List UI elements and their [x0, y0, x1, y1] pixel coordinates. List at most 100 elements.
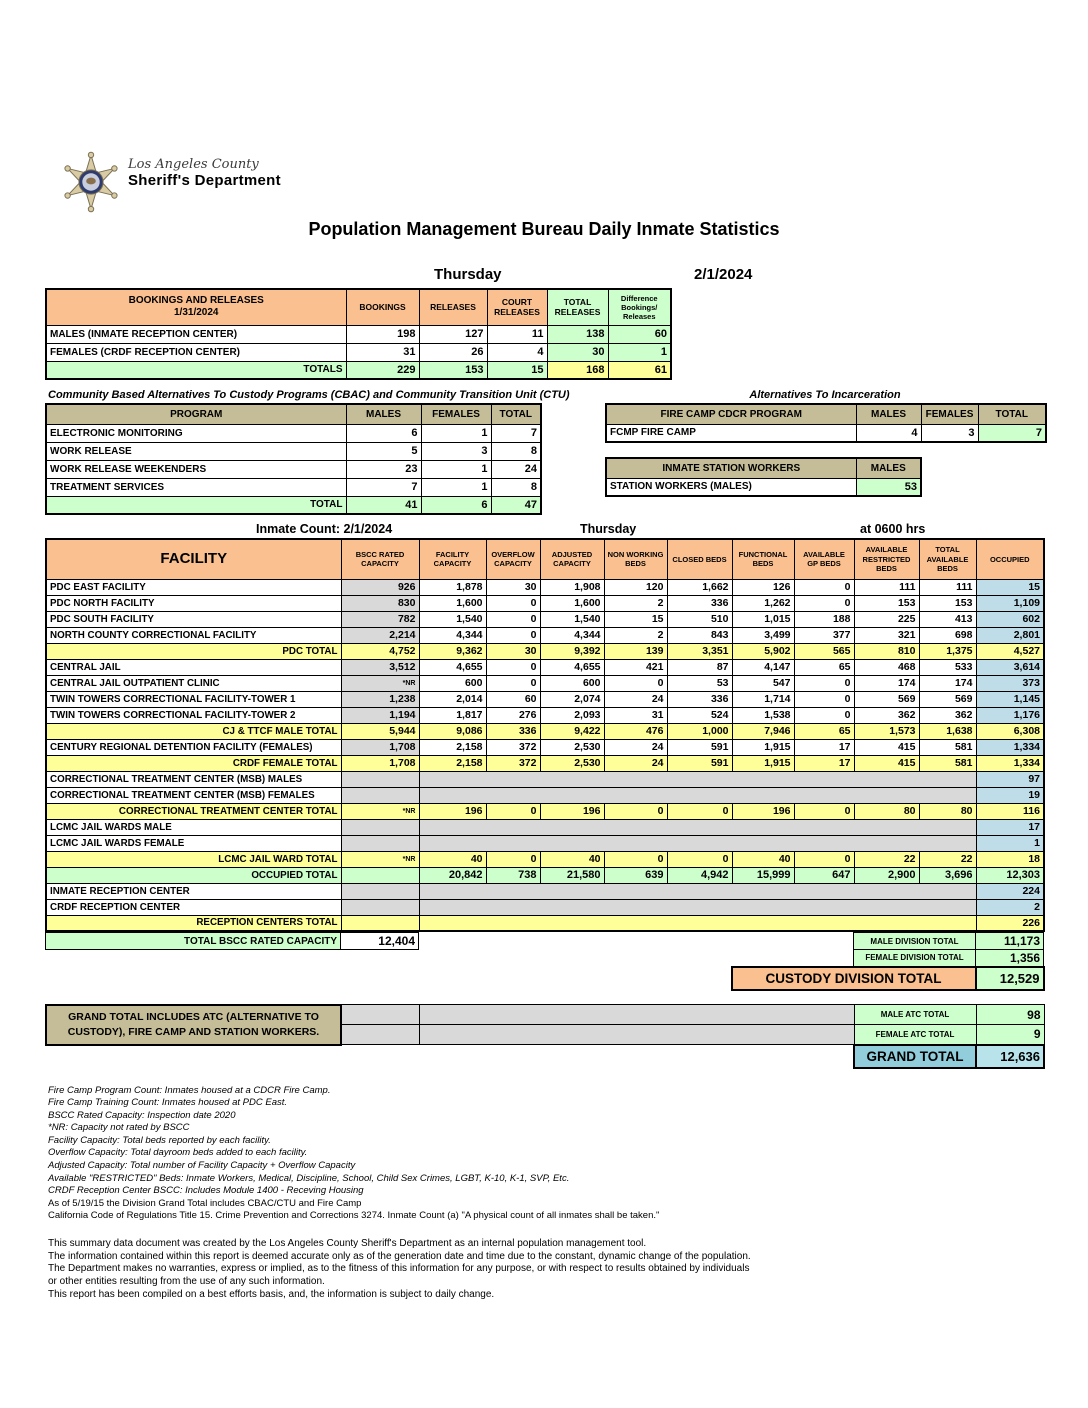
cell: 2,801: [975, 626, 1045, 644]
value-cell: 153: [418, 360, 488, 380]
cell: 321: [853, 626, 920, 644]
cell: 153: [918, 594, 977, 612]
value-cell: 1: [420, 477, 492, 497]
cell: CORRECTIONAL TREATMENT CENTER (MSB) FEMA…: [45, 786, 342, 804]
cell: 547: [731, 674, 795, 692]
cell: 0: [793, 706, 855, 724]
cell: [340, 818, 420, 836]
cell: 18: [975, 850, 1045, 868]
table-row: STATION WORKERS (MALES) 53: [605, 477, 922, 497]
cell: 1,573: [853, 722, 920, 740]
cell: 2: [975, 898, 1045, 916]
header-cell: Difference Bookings/ Releases: [607, 288, 672, 326]
value-cell: 127: [418, 324, 488, 344]
footnotes-plain: As of 5/19/15 the Division Grand Total i…: [48, 1198, 1045, 1222]
cell: 0: [485, 850, 541, 868]
text-line: *NR: Capacity not rated by BSCC: [48, 1122, 190, 1134]
cell: 639: [603, 866, 668, 884]
bookings-title-cell: BOOKINGS AND RELEASES 1/31/2024: [45, 288, 347, 326]
text-line: California Code of Regulations Title 15.…: [48, 1209, 660, 1221]
cell: 698: [918, 626, 977, 644]
table-row: CUSTODY DIVISION TOTAL 12,529: [46, 965, 1045, 991]
value-cell: 4: [855, 423, 922, 443]
cell: 3,512: [340, 658, 420, 676]
cell: 4,147: [731, 658, 795, 676]
cell: 0: [666, 802, 733, 820]
text-line: Facility Capacity: Total beds reported b…: [48, 1134, 271, 1146]
cell: 2: [603, 594, 668, 612]
cell: 602: [975, 610, 1045, 628]
facility-row: CENTURY REGIONAL DETENTION FACILITY (FEM…: [45, 738, 1045, 756]
cell: 591: [666, 738, 733, 756]
cell: 4,942: [666, 866, 733, 884]
text-line: CRDF Reception Center BSCC: Includes Mod…: [48, 1185, 364, 1197]
cell: 111: [918, 578, 977, 596]
table-row: GRAND TOTAL 12,636: [46, 1043, 1045, 1069]
station-workers-table: INMATE STATION WORKERS MALES STATION WOR…: [605, 457, 922, 497]
cell: RECEPTION CENTERS TOTAL: [45, 914, 342, 932]
cell: 810: [853, 642, 920, 660]
facility-row: CORRECTIONAL TREATMENT CENTER (MSB) MALE…: [45, 770, 1045, 788]
value-cell: 168: [546, 360, 609, 380]
cell: 468: [853, 658, 920, 676]
cell: 524: [666, 706, 733, 724]
cell: 1,915: [731, 754, 795, 772]
label-cell: FEMALE DIVISION TOTAL: [853, 949, 976, 967]
cell: [340, 834, 420, 852]
cell: TWIN TOWERS CORRECTIONAL FACILITY-TOWER …: [45, 690, 342, 708]
cell: 1,262: [731, 594, 795, 612]
table-row: FEMALE ATC TOTAL 9: [46, 1024, 1045, 1045]
facility-row: NORTH COUNTY CORRECTIONAL FACILITY 2,214 4…: [45, 626, 1045, 644]
cell: 782: [340, 610, 420, 628]
label-cell: TOTALS: [45, 360, 347, 380]
cell: 0: [603, 802, 668, 820]
facility-row: INMATE RECEPTION CENTER 224: [45, 882, 1045, 900]
value-cell: 61: [607, 360, 672, 380]
cell: CORRECTIONAL TREATMENT CENTER TOTAL: [45, 802, 342, 820]
cell: [418, 834, 977, 852]
cell: 225: [853, 610, 920, 628]
cell: 5,902: [731, 642, 795, 660]
cell: 65: [793, 722, 855, 740]
cell: 65: [793, 658, 855, 676]
inmate-count-label: Inmate Count: 2/1/2024: [256, 522, 393, 536]
value-cell: 4: [486, 342, 548, 362]
label-cell: GRAND TOTAL: [853, 1043, 977, 1069]
header-cell: TOTAL: [977, 403, 1047, 425]
text-line: This summary data document was created b…: [48, 1237, 647, 1249]
cell: LCMC JAIL WARDS FEMALE: [45, 834, 342, 852]
cell: [418, 818, 977, 836]
cell: 413: [918, 610, 977, 628]
header-cell: BOOKINGS: [345, 288, 420, 326]
cell: 581: [918, 738, 977, 756]
cell: 24: [603, 738, 668, 756]
cell: 22: [918, 850, 977, 868]
cell: *NR: [340, 802, 420, 820]
cell: [418, 770, 977, 788]
cell: 2,530: [539, 738, 605, 756]
cell: 1,538: [731, 706, 795, 724]
agency-department-text: Sheriff's Department: [128, 172, 281, 190]
header-cell: BSCC RATED CAPACITY: [340, 538, 420, 580]
facility-row: PDC EAST FACILITY 926 1,878 30 1,908 120 1,662…: [45, 578, 1045, 596]
agency-logo: Los Angeles County Sheriff's Department: [62, 150, 281, 214]
cell: 153: [853, 594, 920, 612]
grand-total-note: GRAND TOTAL INCLUDES ATC (ALTERNATIVE TO…: [45, 1003, 342, 1046]
cell: 196: [731, 802, 795, 820]
cell: 188: [793, 610, 855, 628]
agency-county-text: Los Angeles County: [128, 157, 259, 172]
header-cell: FACILITY: [45, 538, 342, 580]
cell: 0: [485, 658, 541, 676]
cell: 40: [418, 850, 487, 868]
report-date: 2/1/2024: [694, 266, 753, 283]
value-cell: 5: [345, 441, 422, 461]
header-cell: PROGRAM: [45, 403, 347, 425]
inmate-count-day: Thursday: [580, 522, 637, 536]
cell: 581: [918, 754, 977, 772]
label-cell: TOTAL: [45, 495, 347, 515]
cell: [418, 882, 977, 900]
cell: 421: [603, 658, 668, 676]
value-cell: 23: [345, 459, 422, 479]
cell: 226: [975, 914, 1045, 932]
